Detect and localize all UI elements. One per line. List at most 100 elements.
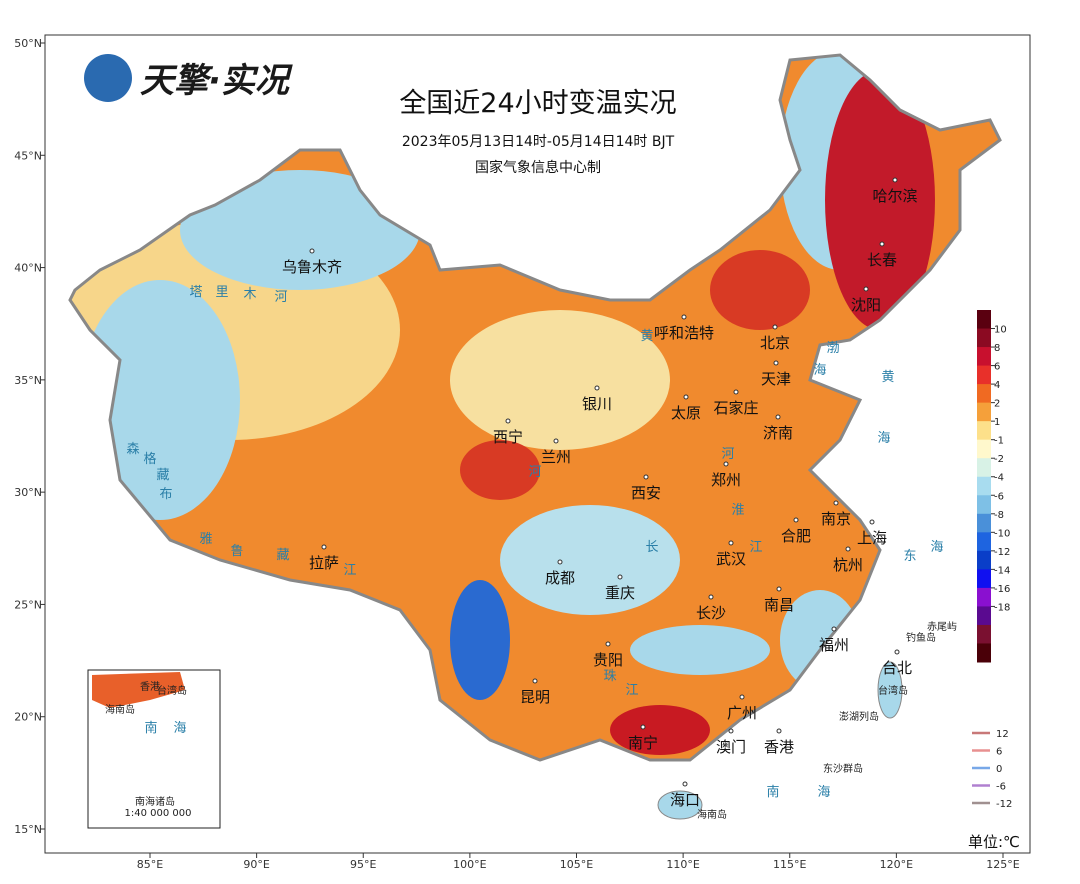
water-label: 海 xyxy=(813,363,826,378)
city-label: 北京 xyxy=(760,334,790,352)
colorbar-cell xyxy=(977,365,991,385)
inset-label: 海 xyxy=(173,721,186,736)
city-label: 澳门 xyxy=(716,738,746,756)
colorbar-cell xyxy=(977,476,991,496)
water-label: 黄 xyxy=(640,329,653,344)
city-dot xyxy=(894,649,900,655)
colorbar-label: -18 xyxy=(994,602,1010,613)
island-label: 台湾岛 xyxy=(878,684,908,697)
city-label: 贵阳 xyxy=(593,651,623,669)
colorbar-cell xyxy=(977,624,991,644)
city-dot xyxy=(863,286,869,292)
island-label: 东沙群岛 xyxy=(823,762,863,775)
colorbar-cell xyxy=(977,384,991,404)
city-label: 香港 xyxy=(764,738,794,756)
city-label: 福州 xyxy=(819,636,849,654)
lon-label: 110°E xyxy=(666,858,699,871)
city-label: 兰州 xyxy=(541,448,571,466)
city-label: 天津 xyxy=(761,370,791,388)
colorbar-cell xyxy=(977,458,991,478)
city-dot xyxy=(708,594,714,600)
lat-label: 25°N xyxy=(14,598,42,611)
lon-label: 125°E xyxy=(986,858,1019,871)
lat-label: 45°N xyxy=(14,149,42,162)
city-dot xyxy=(869,519,875,525)
colorbar-cell xyxy=(977,513,991,533)
generated: 50°N 45°N 40°N 35°N 30°N 25°N 20°N 15°N 85°E 90°E… xyxy=(14,37,1020,871)
lat-label: 35°N xyxy=(14,374,42,387)
water-label: 格 xyxy=(143,451,156,467)
lat-label: 40°N xyxy=(14,262,42,275)
city-label: 郑州 xyxy=(711,471,741,489)
island-label: 赤尾屿 xyxy=(927,621,957,633)
city-label: 南宁 xyxy=(628,734,658,752)
city-label: 拉萨 xyxy=(309,554,339,572)
water-label: 海 xyxy=(930,540,943,555)
water-label: 藏 xyxy=(156,468,169,483)
logo: 天擎·实况 xyxy=(140,61,293,101)
city-dot xyxy=(681,314,687,320)
water-label: 渤 xyxy=(826,340,839,356)
city-label: 南京 xyxy=(821,510,851,528)
water-label: 南 xyxy=(766,784,779,800)
water-label: 鲁 xyxy=(230,544,243,559)
line-legend-label: 12 xyxy=(996,729,1009,740)
city-label: 海口 xyxy=(670,791,700,809)
colorbar-label: -2 xyxy=(994,454,1004,465)
city-dot xyxy=(772,324,778,330)
city-dot xyxy=(605,641,611,647)
colorbar-label: -6 xyxy=(994,491,1004,502)
logo-icon xyxy=(84,54,132,102)
inset-label: 南 xyxy=(144,720,157,736)
unit: 单位:℃ xyxy=(968,833,1020,851)
city-label: 银川 xyxy=(582,395,612,413)
inset-land xyxy=(92,672,185,708)
subtitle: 2023年05月13日14时-05月14日14时 BJT xyxy=(402,134,675,150)
colorbar-cell xyxy=(977,402,991,422)
water-label: 河 xyxy=(528,465,541,480)
producer: 国家气象信息中心制 xyxy=(475,159,601,176)
lat-label: 30°N xyxy=(14,486,42,499)
city-dot xyxy=(776,586,782,592)
colorbar-label: 1 xyxy=(994,417,1000,428)
colorbar-cell xyxy=(977,643,991,663)
island-label: 钓鱼岛 xyxy=(906,631,936,644)
water-label: 塔 xyxy=(189,285,202,300)
water-label: 东 xyxy=(903,549,916,564)
city-dot xyxy=(775,414,781,420)
city-label: 重庆 xyxy=(605,584,635,602)
city-dot xyxy=(892,177,898,183)
colorbar-label: 4 xyxy=(994,380,1000,391)
inset-label: 1:40 000 000 xyxy=(125,808,192,819)
city-dot xyxy=(773,360,779,366)
city-label: 长春 xyxy=(867,251,897,269)
city-label: 成都 xyxy=(545,569,575,587)
colorbar-label: -14 xyxy=(994,565,1010,576)
colorbar-cell xyxy=(977,532,991,552)
city-label: 济南 xyxy=(763,424,793,442)
colorbar-label: -16 xyxy=(994,584,1010,595)
colorbar-cell xyxy=(977,310,991,330)
colorbar-label: -8 xyxy=(994,510,1004,521)
water-label: 江 xyxy=(625,683,638,698)
line-legend-label: 0 xyxy=(996,764,1002,775)
city-label: 哈尔滨 xyxy=(872,187,917,205)
water-label: 河 xyxy=(721,447,734,462)
water-label: 木 xyxy=(243,287,256,302)
colorbar-cell xyxy=(977,606,991,626)
colorbar-label: 10 xyxy=(994,325,1007,336)
island-label: 澎湖列岛 xyxy=(839,710,879,723)
water-label: 海 xyxy=(877,431,890,446)
city-label: 上海 xyxy=(857,529,887,547)
colorbar-label: -12 xyxy=(994,547,1010,558)
lon-label: 85°E xyxy=(137,858,163,871)
city-dot xyxy=(643,474,649,480)
water-label: 珠 xyxy=(603,669,616,684)
city-label: 南昌 xyxy=(764,596,794,614)
title: 全国近24小时变温实况 xyxy=(399,88,676,119)
water-label: 河 xyxy=(274,290,287,305)
lon-label: 120°E xyxy=(880,858,913,871)
city-label: 台北 xyxy=(882,659,912,677)
hainan xyxy=(657,790,703,820)
inset-label: 海南岛 xyxy=(105,703,135,716)
